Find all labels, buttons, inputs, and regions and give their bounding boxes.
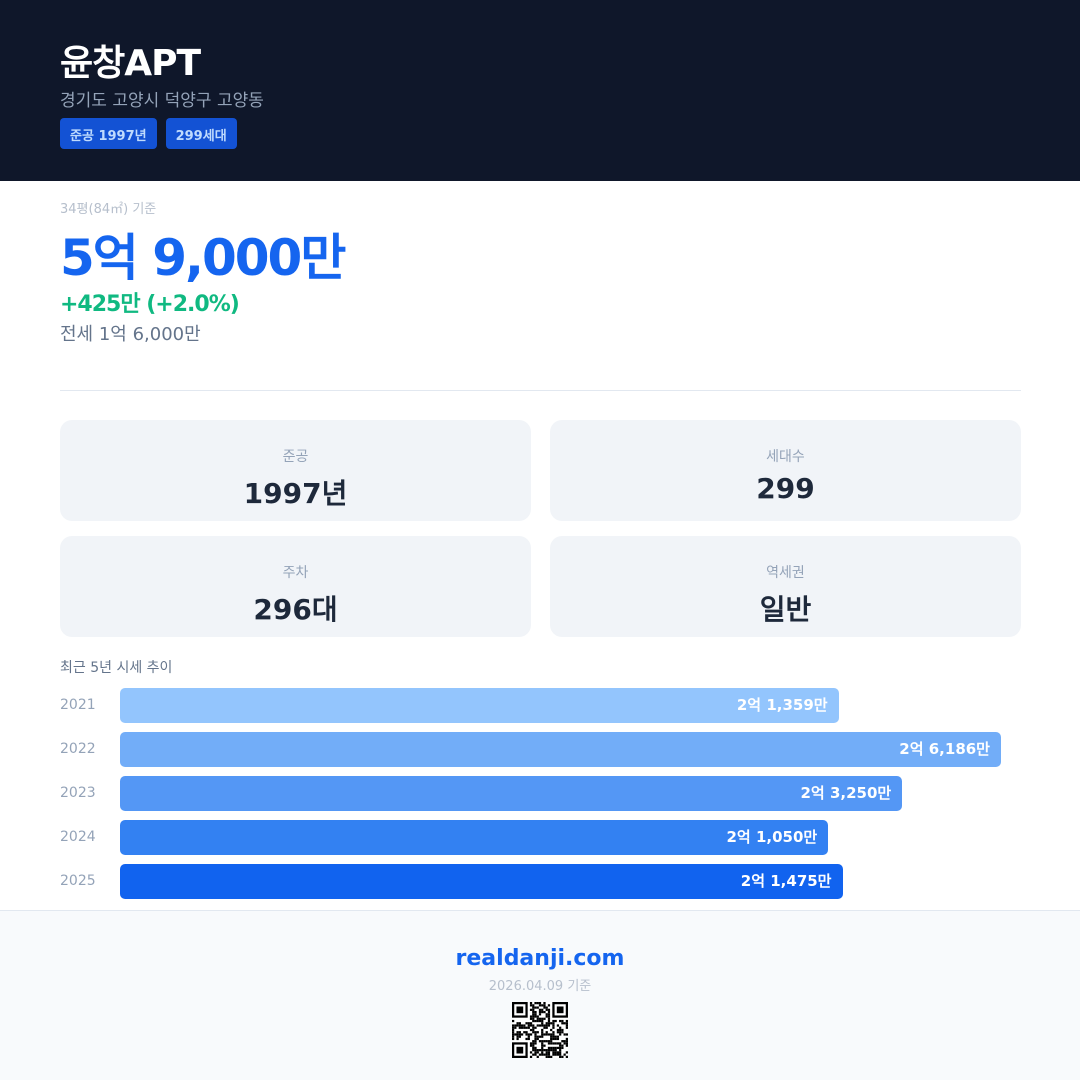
- stat-card-households: 세대수 299: [550, 420, 1021, 521]
- stat-value: 일반: [759, 593, 812, 626]
- address: 경기도 고양시 덕양구 고양동: [60, 91, 264, 111]
- sale-price: 5억 9,000만: [60, 229, 346, 287]
- chart-row: 2022 2억 6,186만: [60, 732, 1020, 767]
- stat-card-built: 준공 1997년: [60, 420, 531, 521]
- stat-value: 299: [756, 472, 815, 505]
- header: 윤창APT 경기도 고양시 덕양구 고양동 준공 1997년 299세대: [0, 0, 1080, 181]
- stat-value: 296대: [253, 593, 338, 626]
- chart-title: 최근 5년 시세 추이: [60, 660, 173, 676]
- stat-label: 세대수: [766, 449, 805, 465]
- chart-row: 2025 2억 1,475만: [60, 864, 1020, 899]
- stat-value: 1997년: [243, 477, 348, 510]
- stat-label: 주차: [282, 565, 309, 581]
- chart-row: 2023 2억 3,250만: [60, 776, 1020, 811]
- stat-label: 역세권: [766, 565, 805, 581]
- chart-row: 2024 2억 1,050만: [60, 820, 1020, 855]
- chart-row: 2021 2억 1,359만: [60, 688, 1020, 723]
- bar-2025: 2억 1,475만: [120, 864, 843, 899]
- price-change: +425만 (+2.0%): [60, 292, 240, 317]
- bar-2021: 2억 1,359만: [120, 688, 839, 723]
- year-label: 2022: [60, 741, 96, 757]
- data-date: 2026.04.09 기준: [488, 979, 592, 994]
- bar-2024: 2억 1,050만: [120, 820, 829, 855]
- stat-card-parking: 주차 296대: [60, 536, 531, 637]
- divider: [60, 390, 1021, 391]
- year-label: 2023: [60, 785, 96, 801]
- qr-code-icon: [512, 1002, 568, 1058]
- jeonse-price: 전세 1억 6,000만: [60, 324, 201, 345]
- year-label: 2025: [60, 873, 96, 889]
- apartment-title: 윤창APT: [60, 43, 201, 84]
- bar-2022: 2억 6,186만: [120, 732, 1001, 767]
- price-basis: 34평(84㎡) 기준: [60, 202, 157, 217]
- stat-label: 준공: [282, 449, 309, 465]
- badge-built-year: 준공 1997년: [60, 118, 157, 149]
- footer: realdanji.com 2026.04.09 기준: [0, 910, 1080, 1080]
- site-link[interactable]: realdanji.com: [455, 946, 625, 971]
- year-label: 2024: [60, 829, 96, 845]
- stat-card-station: 역세권 일반: [550, 536, 1021, 637]
- badge-households: 299세대: [165, 118, 237, 149]
- year-label: 2021: [60, 697, 96, 713]
- bar-2023: 2억 3,250만: [120, 776, 903, 811]
